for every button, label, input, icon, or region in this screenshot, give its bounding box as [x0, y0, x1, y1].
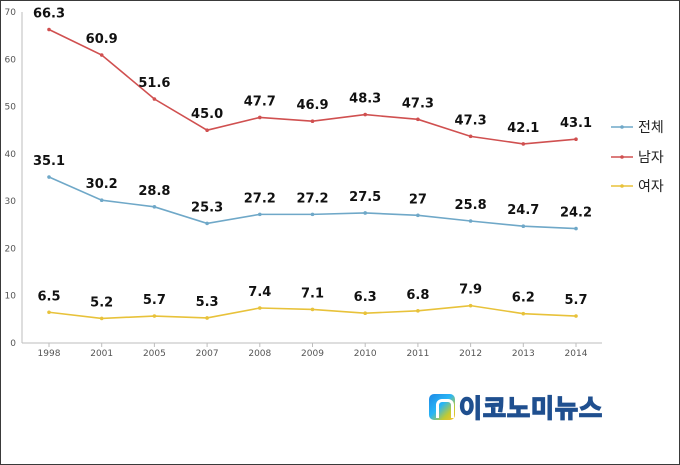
data-point	[574, 226, 578, 231]
legend-label: 남자	[638, 150, 664, 166]
data-label: 60.9	[86, 32, 118, 47]
data-point	[574, 314, 578, 318]
logo-icon	[429, 394, 455, 420]
data-point	[468, 219, 473, 223]
legend-marker	[620, 125, 624, 129]
data-point	[363, 211, 368, 215]
data-point	[521, 311, 526, 316]
data-label: 27	[409, 192, 427, 207]
series-line-2	[48, 304, 577, 320]
data-label: 24.7	[507, 203, 539, 218]
data-label: 35.1	[33, 154, 65, 169]
data-point	[363, 311, 368, 316]
y-tick-label: 60	[5, 55, 17, 65]
y-tick-label: 70	[5, 8, 17, 18]
data-label: 47.3	[402, 96, 434, 111]
x-tick-label: 2013	[512, 349, 535, 359]
data-point	[310, 119, 315, 124]
legend-label: 여자	[638, 179, 664, 195]
x-tick-label: 2011	[406, 349, 429, 359]
data-label: 6.8	[406, 288, 429, 303]
data-point	[47, 175, 51, 179]
y-tick-label: 40	[5, 150, 17, 160]
data-label: 6.2	[512, 291, 535, 306]
data-label: 46.9	[296, 98, 328, 113]
publisher-logo: 이코노미뉴스	[429, 392, 604, 424]
data-point	[47, 27, 51, 32]
data-label: 25.3	[191, 200, 223, 215]
legend-marker	[620, 155, 624, 159]
x-tick-label: 2008	[248, 349, 271, 359]
data-point	[99, 198, 104, 202]
data-label: 47.7	[244, 94, 276, 109]
data-label: 5.3	[196, 295, 219, 310]
data-point	[205, 316, 209, 320]
data-point	[468, 134, 473, 139]
data-point	[468, 303, 473, 308]
data-point	[47, 310, 51, 315]
data-point	[574, 137, 578, 141]
x-tick-label: 2012	[459, 349, 482, 359]
data-label: 48.3	[349, 92, 381, 107]
data-point	[258, 115, 262, 120]
data-label: 7.9	[459, 283, 482, 298]
data-label: 45.0	[191, 107, 223, 122]
data-label: 5.7	[564, 293, 587, 308]
data-point	[258, 212, 262, 217]
data-label: 6.3	[354, 290, 377, 305]
data-point	[205, 128, 209, 133]
x-tick-label: 2014	[565, 349, 588, 359]
data-label: 66.3	[33, 6, 65, 21]
data-label: 47.3	[455, 113, 487, 128]
data-point	[205, 221, 209, 226]
data-point	[416, 309, 420, 313]
data-point	[416, 213, 420, 218]
data-point	[152, 97, 157, 101]
data-label: 7.4	[248, 285, 271, 300]
data-label: 27.2	[296, 191, 328, 206]
data-label: 30.2	[86, 177, 118, 192]
legend-marker	[620, 184, 624, 188]
data-label: 27.2	[244, 191, 276, 206]
x-tick-label: 2005	[143, 349, 166, 359]
data-label: 28.8	[138, 184, 170, 199]
data-point	[152, 205, 157, 209]
y-tick-label: 20	[5, 244, 17, 254]
x-tick-label: 2009	[301, 349, 324, 359]
data-label: 51.6	[138, 76, 170, 91]
data-point	[99, 53, 104, 57]
data-label: 25.8	[455, 198, 487, 213]
logo-text: 이코노미뉴스	[458, 393, 604, 424]
data-point	[152, 314, 157, 318]
data-point	[310, 212, 315, 217]
data-point	[521, 142, 526, 146]
data-point	[310, 307, 315, 312]
series-line-1	[48, 28, 577, 145]
data-label: 7.1	[301, 286, 324, 301]
x-tick-label: 2001	[90, 349, 113, 359]
data-label: 5.2	[90, 295, 113, 310]
data-point	[521, 224, 526, 229]
y-tick-label: 10	[5, 292, 17, 302]
data-point	[416, 117, 420, 122]
data-label: 6.5	[37, 289, 60, 304]
x-tick-label: 2007	[196, 349, 219, 359]
data-point	[99, 316, 104, 321]
data-label: 42.1	[507, 121, 539, 136]
data-point	[258, 306, 262, 310]
y-tick-label: 0	[10, 339, 16, 349]
data-label: 43.1	[560, 116, 592, 131]
data-label: 27.5	[349, 190, 381, 205]
y-tick-label: 30	[5, 197, 17, 207]
y-tick-label: 50	[5, 103, 17, 113]
legend-label: 전체	[638, 120, 664, 136]
data-point	[363, 112, 368, 117]
x-tick-label: 2010	[354, 349, 377, 359]
x-tick-label: 1998	[38, 349, 61, 359]
data-label: 5.7	[143, 293, 166, 308]
data-label: 24.2	[560, 206, 592, 221]
